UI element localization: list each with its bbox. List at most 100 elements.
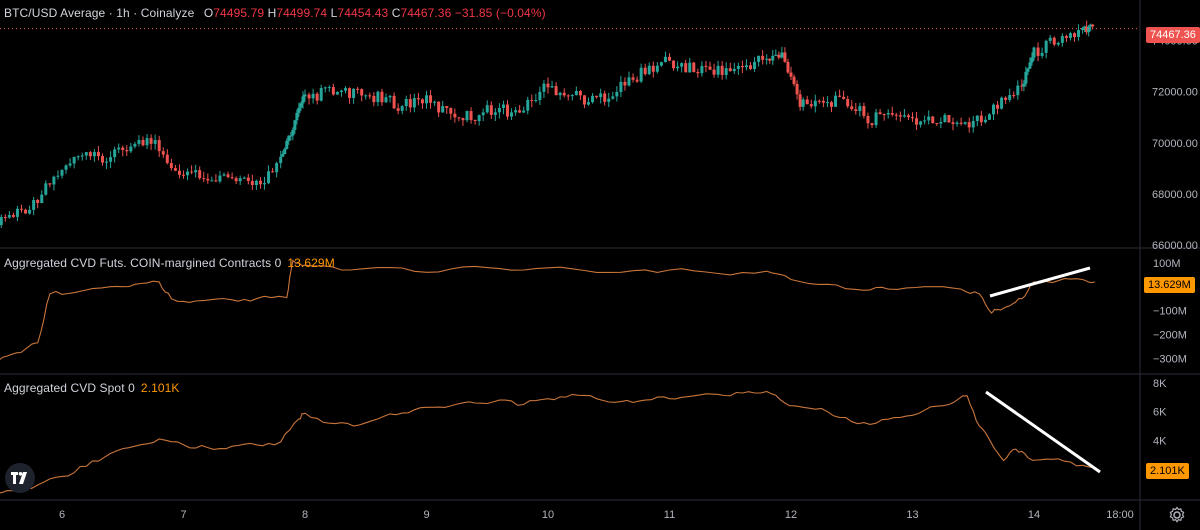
candle-body[interactable] — [825, 102, 829, 104]
candle-body[interactable] — [736, 65, 740, 69]
candle-body[interactable] — [1000, 97, 1004, 109]
candle-body[interactable] — [234, 178, 238, 182]
candle-body[interactable] — [898, 115, 902, 117]
candle-body[interactable] — [88, 152, 92, 157]
candle-body[interactable] — [396, 108, 400, 111]
candle-body[interactable] — [133, 143, 137, 147]
candle-body[interactable] — [445, 106, 449, 108]
candle-body[interactable] — [1026, 68, 1030, 72]
candle-body[interactable] — [501, 104, 505, 108]
candle-body[interactable] — [230, 177, 234, 179]
candle-body[interactable] — [858, 106, 862, 112]
candle-body[interactable] — [392, 95, 396, 109]
futs-legend[interactable]: Aggregated CVD Futs. COIN-margined Contr… — [4, 256, 335, 270]
candle-body[interactable] — [716, 65, 720, 75]
candle-body[interactable] — [177, 170, 181, 175]
candle-body[interactable] — [1073, 33, 1076, 37]
candle-body[interactable] — [299, 103, 303, 108]
candle-body[interactable] — [96, 151, 100, 157]
candle-body[interactable] — [335, 92, 339, 95]
candle-body[interactable] — [534, 100, 538, 102]
candle-body[interactable] — [740, 65, 744, 68]
candle-body[interactable] — [599, 93, 603, 98]
candle-body[interactable] — [1083, 26, 1087, 29]
candle-body[interactable] — [182, 174, 185, 176]
candle-body[interactable] — [688, 62, 692, 73]
candle-body[interactable] — [1087, 26, 1091, 33]
spot-cvd-line[interactable] — [0, 390, 1095, 496]
candle-body[interactable] — [113, 149, 117, 158]
candle-body[interactable] — [874, 112, 878, 126]
candle-body[interactable] — [587, 102, 590, 105]
candle-body[interactable] — [28, 209, 32, 214]
candle-body[interactable] — [129, 146, 133, 152]
candle-body[interactable] — [623, 81, 627, 86]
candle-body[interactable] — [323, 87, 327, 89]
candle-body[interactable] — [1008, 95, 1012, 100]
candle-body[interactable] — [271, 171, 275, 173]
candle-body[interactable] — [1020, 85, 1024, 87]
candle-body[interactable] — [190, 171, 194, 173]
candle-body[interactable] — [287, 135, 291, 141]
candle-body[interactable] — [285, 140, 289, 149]
candle-body[interactable] — [137, 139, 141, 144]
candle-body[interactable] — [911, 117, 914, 119]
candle-body[interactable] — [518, 110, 522, 113]
candle-body[interactable] — [676, 66, 680, 69]
candle-body[interactable] — [996, 104, 1000, 109]
candle-body[interactable] — [412, 98, 416, 108]
candle-body[interactable] — [696, 72, 700, 74]
candle-body[interactable] — [780, 52, 784, 58]
candle-body[interactable] — [886, 112, 890, 115]
candle-body[interactable] — [821, 100, 825, 103]
candle-body[interactable] — [24, 209, 28, 214]
candle-body[interactable] — [60, 169, 64, 176]
candle-body[interactable] — [364, 95, 368, 97]
candle-body[interactable] — [635, 79, 639, 82]
candle-body[interactable] — [1012, 95, 1016, 97]
candle-body[interactable] — [1040, 52, 1044, 56]
candle-body[interactable] — [258, 180, 262, 185]
candle-body[interactable] — [420, 99, 424, 104]
candle-body[interactable] — [963, 122, 967, 124]
candle-body[interactable] — [327, 87, 331, 89]
candle-body[interactable] — [554, 86, 558, 96]
tradingview-logo[interactable] — [5, 463, 35, 493]
candle-body[interactable] — [591, 95, 595, 103]
candle-body[interactable] — [289, 135, 293, 137]
candle-body[interactable] — [198, 170, 202, 179]
candle-body[interactable] — [595, 95, 599, 98]
candle-body[interactable] — [627, 77, 631, 86]
candle-body[interactable] — [145, 138, 149, 146]
candle-body[interactable] — [935, 122, 939, 124]
candle-body[interactable] — [651, 65, 655, 72]
candle-body[interactable] — [437, 101, 441, 113]
candle-body[interactable] — [854, 109, 858, 112]
candle-body[interactable] — [655, 65, 659, 72]
candle-body[interactable] — [708, 66, 712, 70]
candle-body[interactable] — [117, 147, 121, 150]
candle-body[interactable] — [530, 99, 534, 101]
candle-body[interactable] — [692, 62, 696, 73]
candle-body[interactable] — [141, 139, 145, 146]
candle-body[interactable] — [546, 83, 550, 88]
candle-body[interactable] — [971, 121, 975, 128]
candle-body[interactable] — [48, 183, 52, 185]
candle-body[interactable] — [846, 98, 850, 107]
candle-body[interactable] — [1022, 83, 1026, 87]
candle-body[interactable] — [1056, 42, 1060, 45]
candle-body[interactable] — [311, 93, 315, 99]
candle-body[interactable] — [109, 157, 113, 162]
candle-body[interactable] — [469, 111, 473, 121]
candle-body[interactable] — [3, 216, 7, 218]
candle-body[interactable] — [955, 122, 959, 125]
candle-body[interactable] — [186, 171, 190, 176]
candle-body[interactable] — [165, 154, 169, 164]
candle-body[interactable] — [408, 99, 412, 108]
candle-body[interactable] — [307, 94, 311, 99]
candle-body[interactable] — [684, 63, 688, 73]
candle-body[interactable] — [11, 214, 15, 217]
candle-body[interactable] — [906, 115, 910, 118]
candle-body[interactable] — [771, 55, 775, 61]
candle-body[interactable] — [992, 104, 995, 115]
